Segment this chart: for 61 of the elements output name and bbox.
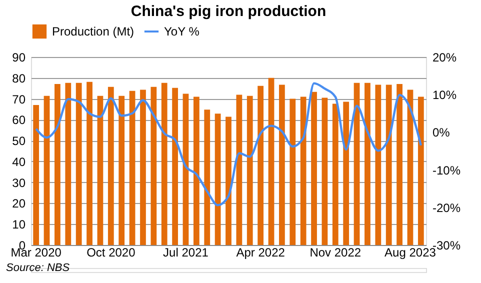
bar (268, 78, 274, 245)
legend-label: YoY % (164, 24, 200, 38)
x-tick-label: Aug 2023 (384, 246, 436, 260)
chart-title: China's pig iron production (130, 3, 326, 20)
bar (108, 86, 114, 245)
bar (54, 84, 60, 245)
x-tick-label: Jul 2021 (163, 246, 209, 260)
bar (140, 90, 146, 245)
y-tick-label: 90 (12, 50, 26, 64)
bar (386, 84, 392, 245)
bar (246, 96, 253, 245)
bar (150, 86, 157, 245)
bar (204, 110, 210, 245)
bar (343, 102, 350, 245)
y-tick-label: 70 (12, 92, 26, 106)
bar (236, 94, 242, 245)
y-tick-label: 80 (12, 71, 26, 86)
bar (279, 84, 285, 245)
y-tick-label: 40 (12, 154, 26, 169)
y2-tick-label: 0% (432, 126, 450, 140)
line-series (34, 82, 422, 206)
y2-tick-label: 20% (432, 50, 457, 64)
x-tick-label: Apr 2022 (236, 246, 286, 260)
y2-tick-label: -20% (432, 200, 461, 215)
source-note: Source: NBS (6, 262, 70, 274)
bar (65, 82, 72, 245)
bar (364, 82, 370, 245)
legend-label: Production (Mt) (52, 24, 134, 38)
bar (407, 90, 414, 245)
x-tick-label: Nov 2022 (310, 246, 362, 260)
y2-tick-label: 10% (432, 88, 457, 102)
bar (418, 96, 424, 245)
bar (375, 84, 382, 245)
bar (118, 96, 125, 245)
bar (76, 82, 82, 245)
bar (258, 86, 264, 245)
bar (332, 104, 338, 245)
y-tick-label: 50 (12, 134, 26, 148)
y-tick-label: 30 (12, 176, 26, 190)
bar (226, 116, 232, 245)
bar (214, 114, 221, 245)
bar (44, 96, 50, 245)
bar (290, 98, 296, 245)
y-tick-label: 20 (12, 196, 26, 211)
bar (193, 96, 200, 245)
bar (97, 96, 104, 245)
bar (129, 90, 136, 245)
bar (182, 94, 189, 245)
x-tick-label: Oct 2020 (86, 246, 136, 260)
bar (322, 98, 328, 245)
bar (172, 88, 178, 245)
bar (396, 84, 402, 245)
y2-tick-label: -10% (432, 163, 461, 178)
bar (354, 82, 360, 245)
bar (300, 96, 306, 245)
bar (161, 82, 168, 245)
bar (311, 92, 317, 245)
y-tick-label: 60 (12, 113, 26, 128)
bar (86, 82, 92, 245)
bar (33, 105, 40, 245)
y-tick-label: 10 (12, 218, 26, 232)
